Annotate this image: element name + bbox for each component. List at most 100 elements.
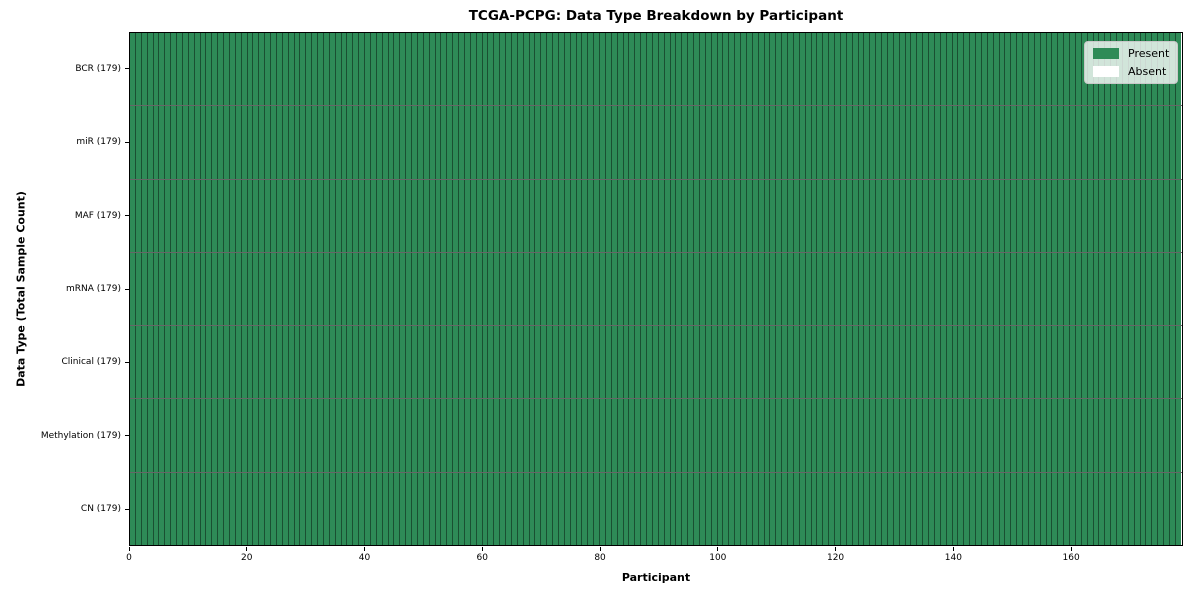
heatmap-cell [658, 326, 665, 399]
heatmap-cell [529, 399, 536, 472]
heatmap-cell [741, 252, 747, 326]
heatmap-cell [764, 33, 771, 106]
y-tick-label: MAF (179) [74, 210, 121, 221]
heatmap-cell [547, 326, 553, 399]
heatmap-cell [729, 399, 736, 472]
heatmap-cell [1158, 179, 1164, 252]
heatmap-cell [1017, 179, 1023, 252]
heatmap-cell [147, 472, 154, 545]
heatmap-cell [1111, 252, 1117, 326]
heatmap-cell [1134, 179, 1141, 252]
chart-title: TCGA-PCPG: Data Type Breakdown by Partic… [468, 8, 844, 24]
heatmap-cell [987, 33, 994, 106]
heatmap-cell [817, 252, 824, 326]
heatmap-cell [511, 326, 518, 399]
heatmap-cell [470, 33, 477, 106]
heatmap-cell [788, 399, 794, 472]
heatmap-cell [523, 326, 530, 399]
heatmap-cell [212, 399, 219, 472]
heatmap-cell [923, 472, 929, 545]
heatmap-cell [541, 179, 548, 252]
heatmap-cell [1070, 179, 1076, 252]
heatmap-cell [723, 33, 730, 106]
heatmap-cell [905, 33, 912, 106]
heatmap-cell [1017, 472, 1023, 545]
heatmap-cell [799, 179, 806, 252]
heatmap-cell [629, 106, 636, 179]
heatmap-cell [547, 252, 553, 326]
heatmap-cell [958, 326, 965, 399]
x-tick-mark [599, 547, 601, 551]
heatmap-cell [576, 399, 583, 472]
heatmap-cell [1099, 399, 1106, 472]
heatmap-cell [282, 472, 289, 545]
heatmap-cell [905, 179, 912, 252]
heatmap-cell [359, 106, 365, 179]
heatmap-cell [241, 106, 248, 179]
heatmap-cell [241, 179, 248, 252]
heatmap-cell [893, 179, 900, 252]
heatmap-cell [335, 106, 342, 179]
heatmap-cell [253, 472, 260, 545]
heatmap-cell [541, 399, 548, 472]
heatmap-cell [688, 472, 694, 545]
heatmap-cell [829, 179, 835, 252]
heatmap-cell [735, 326, 741, 399]
heatmap-cell [506, 33, 512, 106]
heatmap-cell [887, 472, 894, 545]
x-tick-mark [717, 547, 719, 551]
heatmap-cell [1040, 106, 1047, 179]
heatmap-cell [271, 326, 277, 399]
heatmap-cell [1075, 252, 1082, 326]
heatmap-cell [1070, 326, 1076, 399]
heatmap-cell [382, 106, 389, 179]
heatmap-cell [147, 326, 154, 399]
heatmap-cell [1146, 399, 1153, 472]
plot-area [129, 32, 1183, 546]
heatmap-cell [1034, 33, 1041, 106]
heatmap-cell [764, 472, 771, 545]
heatmap-cell [917, 106, 924, 179]
heatmap-cell [165, 106, 172, 179]
heatmap-cell [858, 252, 865, 326]
heatmap-cell [1152, 399, 1159, 472]
heatmap-cell [688, 33, 694, 106]
heatmap-cell [312, 326, 318, 399]
heatmap-cell [447, 33, 454, 106]
heatmap-cell [899, 106, 906, 179]
heatmap-cell [570, 472, 577, 545]
heatmap-cell [558, 399, 565, 472]
heatmap-cell [1111, 472, 1117, 545]
heatmap-cell [235, 252, 242, 326]
heatmap-cell [229, 326, 236, 399]
heatmap-cell [623, 106, 630, 179]
heatmap-cell [1028, 252, 1035, 326]
heatmap-cell [817, 33, 824, 106]
heatmap-cell [347, 399, 354, 472]
heatmap-cell [717, 326, 724, 399]
heatmap-cell [447, 472, 454, 545]
heatmap-cell [511, 252, 518, 326]
heatmap-cell [347, 106, 354, 179]
heatmap-cell [482, 179, 489, 252]
heatmap-cell [535, 399, 542, 472]
heatmap-cell [1169, 179, 1176, 252]
heatmap-cell [253, 179, 260, 252]
heatmap-cell [1075, 179, 1082, 252]
heatmap-cell [541, 252, 548, 326]
heatmap-cell [917, 472, 924, 545]
heatmap-cell [764, 252, 771, 326]
heatmap-cell [858, 179, 865, 252]
legend-label: Present [1128, 47, 1170, 60]
heatmap-cell [1011, 106, 1018, 179]
heatmap-cell [382, 472, 389, 545]
heatmap-cell [864, 106, 871, 179]
heatmap-cell [206, 33, 213, 106]
heatmap-row-Clinical [130, 326, 1182, 400]
heatmap-cell [893, 326, 900, 399]
heatmap-cell [999, 472, 1006, 545]
heatmap-cell [271, 179, 277, 252]
heatmap-cell [1117, 472, 1123, 545]
heatmap-cell [1052, 179, 1059, 252]
heatmap-cell [929, 326, 935, 399]
